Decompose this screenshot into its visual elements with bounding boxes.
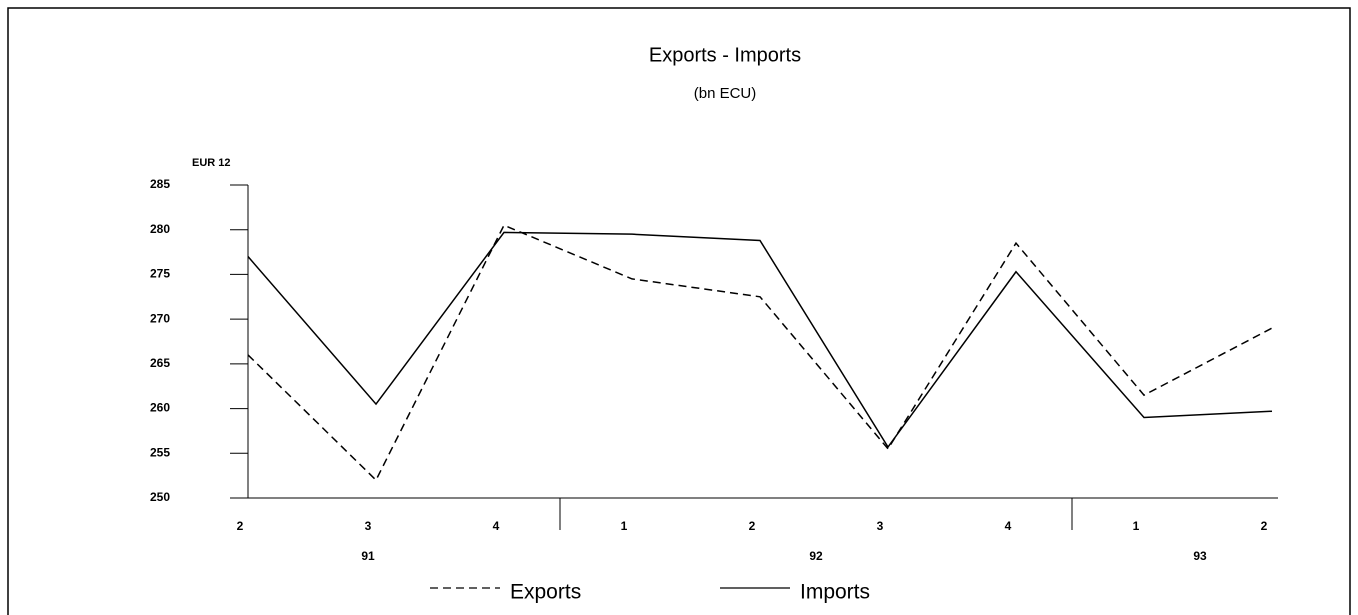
y-tick-label: 250 [150,490,170,504]
legend-label: Exports [510,581,581,604]
y-tick-label: 255 [150,445,170,459]
frame [7,7,1351,615]
x-tick-label: 3 [365,519,372,533]
x-tick-label: 4 [1005,519,1012,533]
group-label: 92 [809,549,823,563]
x-tick-label: 2 [749,519,756,533]
series-line [247,231,1273,449]
chart-subtitle: (bn ECU) [694,85,757,102]
group-label: 91 [361,549,375,563]
series-line [247,224,1273,482]
legend-label: Imports [800,581,870,604]
x-tick-label: 3 [877,519,884,533]
y-tick-label: 285 [150,177,170,191]
x-tick-label: 1 [621,519,628,533]
x-tick-label: 2 [1261,519,1268,533]
y-tick-label: 260 [150,401,170,415]
x-tick-label: 2 [237,519,244,533]
group-label: 93 [1193,549,1207,563]
y-tick-label: 280 [150,222,170,236]
y-axis-label: EUR 12 [192,157,231,169]
x-tick-label: 4 [493,519,500,533]
y-tick-label: 275 [150,267,170,281]
y-tick-label: 265 [150,356,170,370]
x-tick-label: 1 [1133,519,1140,533]
y-tick-label: 270 [150,311,170,325]
chart-title: Exports - Imports [649,44,801,66]
